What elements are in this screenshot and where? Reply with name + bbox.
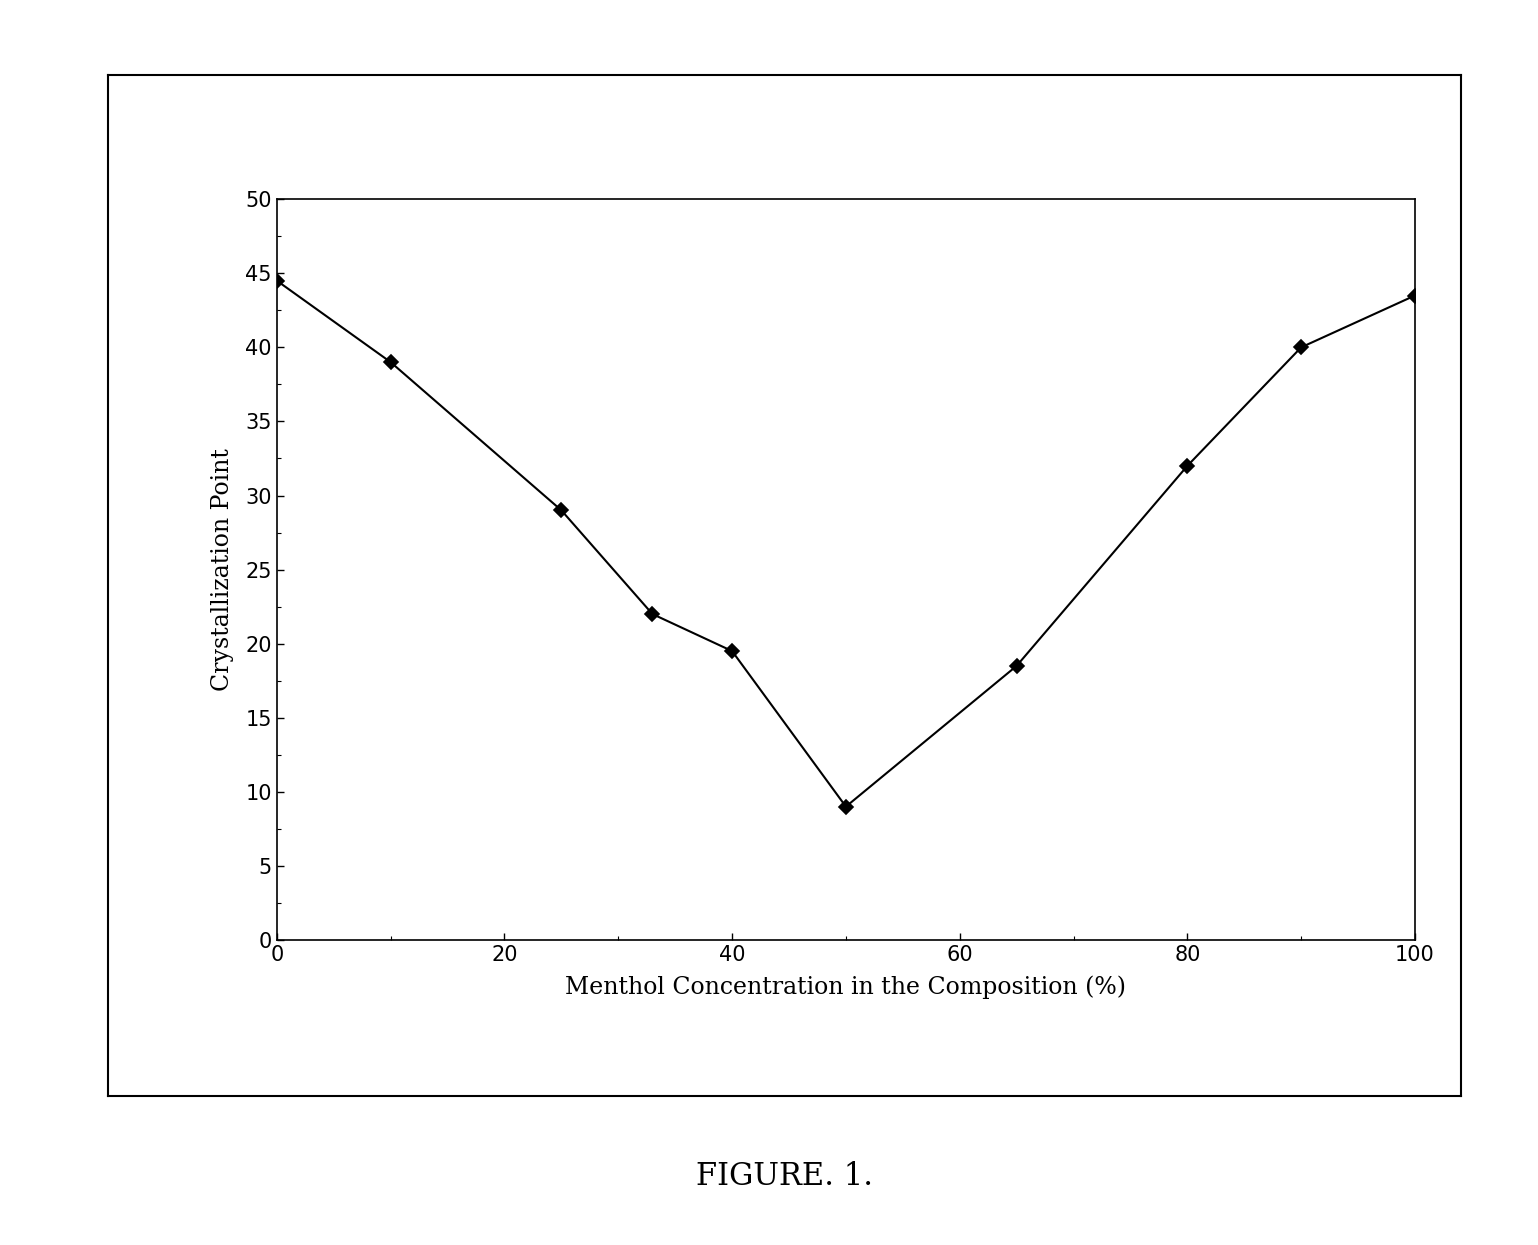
X-axis label: Menthol Concentration in the Composition (%): Menthol Concentration in the Composition… [566,976,1126,1000]
Y-axis label: Crystallization Point: Crystallization Point [211,448,234,691]
Text: FIGURE. 1.: FIGURE. 1. [695,1162,874,1191]
